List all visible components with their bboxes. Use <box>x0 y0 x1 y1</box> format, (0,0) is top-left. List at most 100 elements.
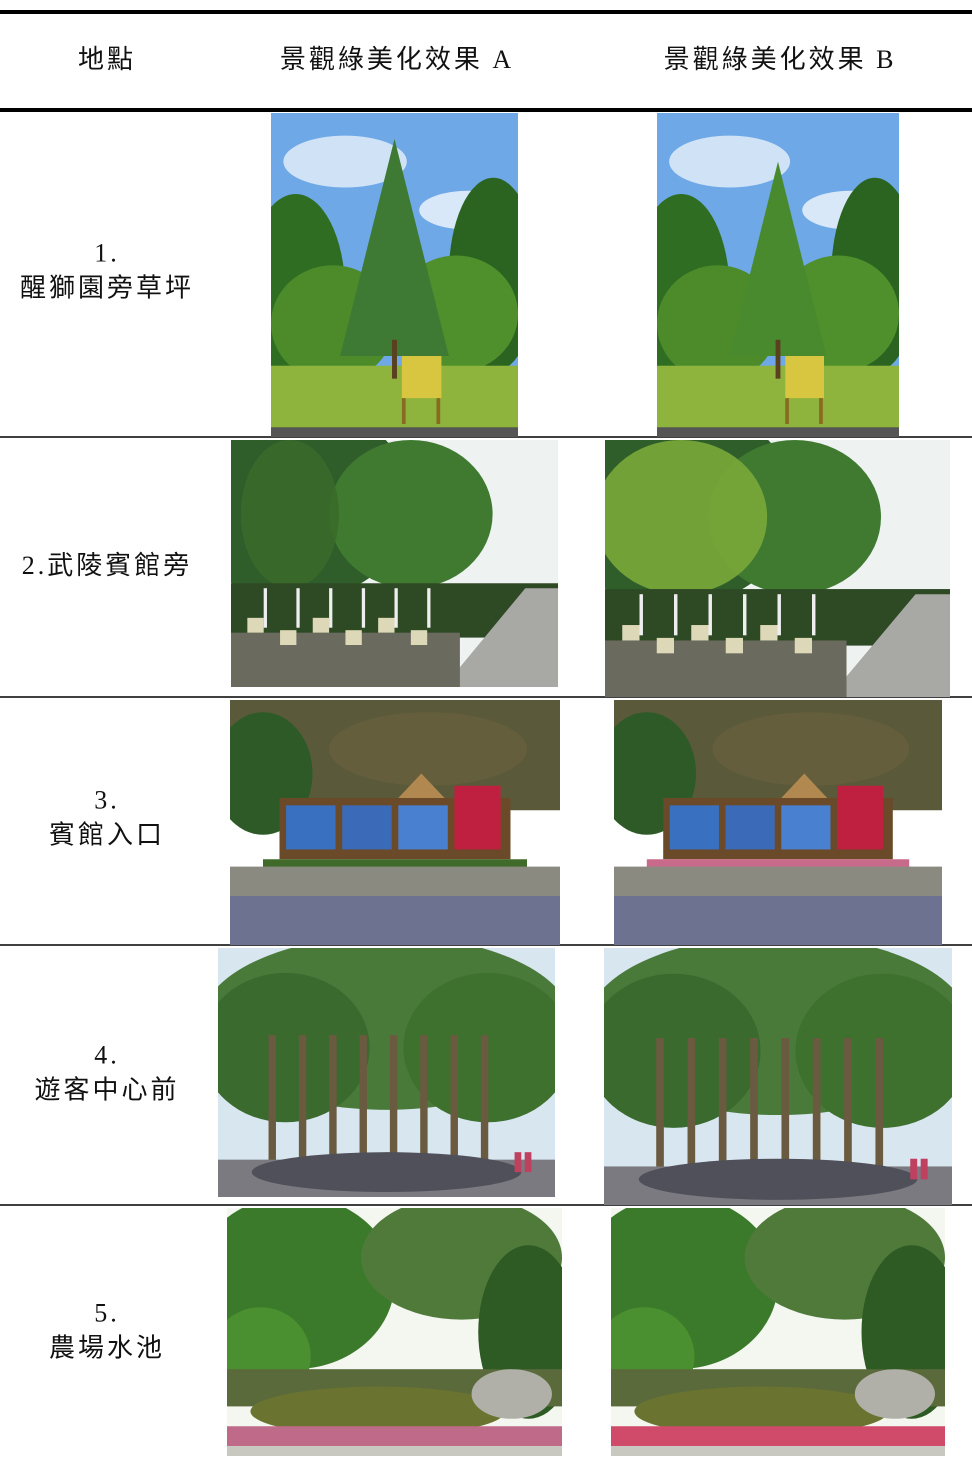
photo-part <box>251 1152 522 1193</box>
photo-part <box>674 594 678 636</box>
photo-part <box>875 1037 884 1180</box>
row-label: 5. <box>94 1298 120 1327</box>
photo-part <box>250 1386 506 1437</box>
photo-part <box>812 594 816 636</box>
photo-part <box>329 588 333 628</box>
photo-part <box>781 1037 790 1180</box>
photo <box>614 700 942 945</box>
photo-part <box>687 1037 696 1180</box>
photo-part <box>271 427 518 437</box>
photo-part <box>450 1035 458 1173</box>
photo-part <box>227 1426 562 1447</box>
photo-part <box>389 1035 398 1173</box>
photo-part <box>454 785 501 850</box>
photo-part <box>844 1037 852 1180</box>
photo-part <box>268 1035 276 1173</box>
photo-part <box>622 625 640 641</box>
photo-part <box>524 1152 532 1173</box>
photo-part <box>329 712 527 786</box>
row-label: 賓館入口 <box>49 820 165 849</box>
photo-part <box>296 588 300 628</box>
photo-part <box>403 972 555 1123</box>
photo-part <box>401 356 442 399</box>
photo-part <box>605 440 768 595</box>
photo-part <box>480 1035 489 1173</box>
photo-part <box>725 805 775 850</box>
photo-part <box>750 1037 758 1180</box>
photo-part <box>611 1426 945 1447</box>
photo-part <box>614 896 942 945</box>
photo-part <box>854 1369 935 1419</box>
photo-part <box>781 773 828 798</box>
photo-part <box>227 1446 562 1456</box>
photo-part <box>708 594 712 636</box>
photo <box>604 948 952 1205</box>
photo-part <box>443 588 558 687</box>
photo-part <box>829 594 950 697</box>
row-label: 3. <box>94 785 120 814</box>
photo-part <box>340 138 449 356</box>
photo-part <box>230 896 560 945</box>
photo-part <box>286 805 336 850</box>
photo <box>611 1208 945 1456</box>
photo-part <box>392 339 397 379</box>
row-label: 2.武陵賓館旁 <box>22 551 193 580</box>
photo-part <box>639 594 643 636</box>
photo-part <box>638 1158 918 1200</box>
photo <box>231 440 558 687</box>
row-label: 醒獅園旁草坪 <box>20 273 194 302</box>
photo-part <box>420 1035 428 1173</box>
photo-part <box>263 588 267 628</box>
photo-part <box>785 356 824 399</box>
photo <box>605 440 950 697</box>
photo-part <box>920 1158 928 1180</box>
photo-part <box>634 1386 889 1437</box>
photo-part <box>604 973 761 1128</box>
photo-part <box>401 398 406 425</box>
photo-part <box>725 637 743 654</box>
photo-part <box>777 594 781 636</box>
photo-part <box>359 1035 367 1173</box>
row-label: 農場水池 <box>49 1333 165 1362</box>
column-header: 景觀綠美化效果 A <box>280 45 514 74</box>
photo-part <box>218 972 370 1123</box>
photo-part <box>342 805 392 850</box>
photo-part <box>398 773 445 798</box>
photo-part <box>743 594 747 636</box>
photo-part <box>910 1158 918 1180</box>
photo-part <box>656 637 674 654</box>
photo-part <box>614 866 942 896</box>
photo-part <box>514 1152 522 1173</box>
photo-part <box>837 785 883 850</box>
photo-part <box>611 1446 945 1456</box>
photo-part <box>394 588 398 628</box>
photo <box>227 1208 562 1456</box>
photo-part <box>361 588 366 628</box>
photo-part <box>410 630 428 646</box>
photo-part <box>669 805 719 850</box>
photo-part <box>345 630 362 646</box>
column-header: 地點 <box>78 45 136 74</box>
photo-part <box>427 588 431 628</box>
row-label: 4. <box>94 1040 120 1069</box>
photo-part <box>729 161 827 356</box>
photo-part <box>329 440 493 589</box>
photo-part <box>247 617 264 633</box>
photo-part <box>656 1037 664 1180</box>
photo-part <box>283 135 407 188</box>
photo-part <box>760 625 778 641</box>
row-label: 遊客中心前 <box>34 1075 179 1104</box>
photo <box>657 113 899 437</box>
column-header: 景觀綠美化效果 B <box>664 45 897 74</box>
photo-part <box>298 1035 307 1173</box>
photo-part <box>280 630 297 646</box>
row-label: 1. <box>94 238 120 267</box>
photo-part <box>471 1369 552 1419</box>
photo-part <box>329 1035 337 1173</box>
photo-part <box>819 398 823 425</box>
photo-part <box>669 135 791 188</box>
photo-part <box>712 712 910 786</box>
photo-part <box>378 617 395 633</box>
